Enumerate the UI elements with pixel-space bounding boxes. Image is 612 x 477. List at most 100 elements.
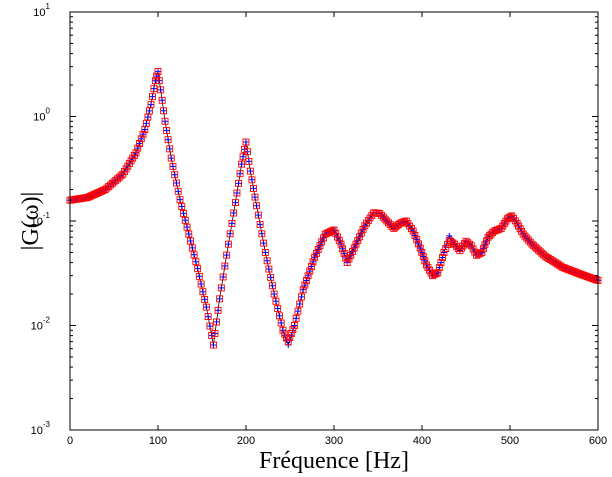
data-point-square bbox=[521, 232, 529, 240]
data-point-square bbox=[561, 264, 569, 272]
data-point-plus bbox=[265, 266, 272, 273]
data-point-square bbox=[150, 85, 158, 93]
data-point-square bbox=[235, 179, 242, 187]
data-point-square bbox=[202, 303, 210, 311]
data-point-square bbox=[339, 245, 347, 253]
data-point-plus bbox=[194, 265, 201, 272]
data-point-square bbox=[478, 249, 486, 256]
data-point-square bbox=[148, 93, 156, 101]
data-point-plus bbox=[353, 241, 359, 248]
data-point-square bbox=[589, 275, 597, 282]
data-point-square bbox=[323, 229, 331, 237]
y-tick-label: 10-1 bbox=[31, 211, 51, 228]
data-point-plus bbox=[216, 295, 223, 302]
data-point-square bbox=[435, 264, 443, 272]
data-point-square bbox=[254, 211, 262, 219]
data-point-square bbox=[582, 272, 590, 280]
data-point-square bbox=[304, 272, 312, 280]
data-point-plus bbox=[157, 86, 164, 93]
data-point-square bbox=[147, 101, 155, 109]
data-point-square bbox=[284, 338, 292, 346]
data-point-square bbox=[287, 330, 295, 338]
data-point-square bbox=[316, 242, 324, 250]
data-point-square bbox=[349, 248, 356, 255]
data-point-plus bbox=[278, 320, 285, 327]
data-point-plus bbox=[264, 257, 271, 264]
x-axis-label: Fréquence [Hz] bbox=[259, 448, 409, 474]
data-point-square bbox=[176, 196, 184, 204]
data-point-square bbox=[167, 154, 175, 162]
data-point-plus bbox=[201, 296, 208, 303]
data-point-square bbox=[151, 77, 159, 85]
data-point-square bbox=[169, 162, 177, 170]
data-point-square bbox=[214, 306, 222, 314]
data-point-square bbox=[411, 231, 419, 239]
plot-content bbox=[66, 67, 602, 349]
data-point-square bbox=[221, 262, 229, 270]
data-point-plus bbox=[171, 171, 178, 178]
data-point-square bbox=[155, 77, 163, 85]
data-point-square bbox=[330, 226, 338, 234]
data-point-square bbox=[163, 127, 171, 134]
x-tick-label: 400 bbox=[413, 435, 431, 447]
data-point-plus bbox=[189, 244, 196, 251]
data-point-square bbox=[415, 240, 422, 248]
data-point-square bbox=[279, 326, 287, 334]
data-point-square bbox=[85, 193, 93, 201]
data-point-plus bbox=[334, 234, 341, 241]
data-point-square bbox=[376, 210, 384, 217]
data-point-plus bbox=[175, 188, 182, 195]
data-point-square bbox=[519, 230, 527, 238]
data-point-square bbox=[297, 293, 305, 301]
data-point-square bbox=[352, 240, 360, 248]
data-point-square bbox=[238, 160, 246, 168]
y-tick-label: 10-3 bbox=[31, 420, 51, 437]
data-point-square bbox=[199, 288, 207, 296]
data-point-square bbox=[340, 249, 348, 257]
data-point-square bbox=[347, 251, 355, 259]
data-point-plus bbox=[180, 210, 187, 217]
data-point-square bbox=[492, 226, 500, 234]
data-point-square bbox=[566, 266, 574, 274]
data-point-square bbox=[321, 230, 329, 238]
data-point-square bbox=[258, 230, 266, 238]
data-point-plus bbox=[147, 101, 154, 108]
data-point-square bbox=[325, 228, 333, 236]
data-point-plus bbox=[225, 241, 232, 248]
data-point-plus bbox=[415, 240, 422, 247]
data-point-square bbox=[440, 249, 448, 256]
data-point-square bbox=[233, 189, 241, 197]
data-point-square bbox=[378, 211, 385, 219]
data-point-square bbox=[481, 241, 489, 249]
data-point-square bbox=[164, 136, 172, 144]
data-point-square bbox=[91, 190, 99, 198]
data-point-square bbox=[359, 226, 367, 233]
data-point-square bbox=[445, 237, 453, 245]
data-point-square bbox=[573, 269, 581, 277]
data-point-square bbox=[407, 225, 415, 233]
data-point-square bbox=[451, 240, 459, 248]
data-point-plus bbox=[316, 242, 323, 249]
y-tick-exponent: 0 bbox=[46, 107, 51, 116]
data-point-plus bbox=[150, 85, 157, 92]
data-point-plus bbox=[243, 139, 249, 146]
y-tick-label: 101 bbox=[33, 2, 50, 19]
data-point-plus bbox=[411, 232, 418, 239]
data-point-plus bbox=[199, 288, 206, 295]
y-tick-base: 10 bbox=[33, 7, 45, 19]
data-point-square bbox=[213, 318, 220, 326]
data-point-square bbox=[309, 258, 317, 266]
data-point-square bbox=[421, 257, 429, 265]
data-point-square bbox=[188, 244, 196, 252]
data-point-square bbox=[494, 226, 502, 234]
data-point-plus bbox=[358, 230, 365, 237]
data-point-square bbox=[154, 67, 162, 75]
data-point-square bbox=[248, 176, 256, 184]
y-tick-exponent: -2 bbox=[43, 316, 51, 325]
data-point-square bbox=[406, 222, 414, 230]
data-point-square bbox=[312, 249, 320, 257]
data-point-plus bbox=[185, 231, 192, 238]
data-point-plus bbox=[203, 304, 210, 311]
y-tick-base: 10 bbox=[31, 321, 43, 333]
